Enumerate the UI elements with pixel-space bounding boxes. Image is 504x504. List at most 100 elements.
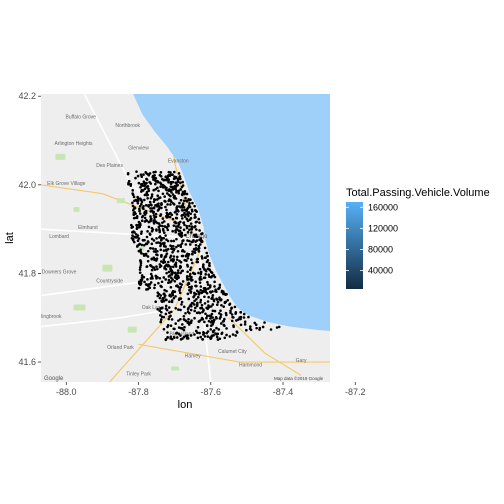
- data-point: [164, 312, 168, 316]
- data-point: [234, 334, 237, 337]
- data-point: [173, 170, 176, 174]
- data-point: [215, 326, 218, 330]
- data-point: [193, 213, 197, 216]
- data-point: [179, 243, 182, 247]
- data-point: [182, 239, 185, 242]
- data-point: [167, 317, 171, 321]
- place-label: Harvey: [185, 354, 201, 360]
- data-point: [248, 327, 252, 331]
- data-point: [198, 319, 202, 323]
- data-point: [156, 194, 160, 198]
- data-point: [148, 286, 152, 290]
- data-point: [150, 237, 154, 241]
- data-point: [228, 303, 231, 306]
- data-point: [189, 266, 193, 269]
- data-point: [216, 338, 220, 341]
- data-point: [171, 193, 175, 196]
- data-point: [212, 321, 215, 324]
- data-point: [136, 239, 140, 242]
- data-point: [158, 265, 162, 269]
- place-label: Buffalo Grove: [65, 114, 96, 120]
- data-point: [174, 276, 178, 280]
- data-point: [156, 307, 159, 311]
- data-point: [212, 333, 215, 337]
- data-point: [149, 207, 152, 210]
- data-point: [149, 277, 153, 280]
- data-point: [162, 220, 166, 223]
- data-point: [202, 330, 205, 334]
- data-point: [220, 331, 224, 335]
- data-point: [171, 250, 174, 254]
- data-point: [199, 237, 203, 240]
- data-point: [173, 175, 176, 178]
- data-point: [179, 198, 183, 202]
- data-point: [207, 295, 210, 299]
- data-point: [152, 222, 156, 225]
- data-point: [208, 285, 212, 289]
- data-point: [169, 194, 172, 198]
- data-point: [136, 174, 140, 178]
- legend-colorbar: [346, 202, 363, 289]
- data-point: [131, 201, 134, 205]
- data-point: [171, 202, 175, 205]
- data-point: [167, 275, 171, 278]
- data-point: [164, 307, 168, 310]
- data-point: [194, 247, 198, 251]
- data-point: [159, 244, 162, 248]
- data-point: [132, 195, 136, 199]
- data-point: [158, 263, 162, 266]
- y-tick-label: 41.8: [18, 268, 36, 278]
- data-point: [139, 198, 143, 201]
- data-point: [168, 215, 172, 219]
- data-point: [177, 308, 180, 311]
- data-point: [140, 219, 144, 223]
- data-point: [144, 204, 148, 207]
- data-point: [149, 215, 152, 218]
- data-point: [249, 325, 252, 328]
- data-point: [225, 327, 228, 330]
- data-point: [154, 247, 157, 251]
- data-point: [131, 189, 135, 192]
- data-point: [211, 316, 214, 319]
- scatter-points: [126, 170, 281, 342]
- data-point: [179, 271, 182, 275]
- data-point: [179, 260, 183, 264]
- data-point: [161, 217, 165, 220]
- data-point: [163, 195, 166, 198]
- data-point: [213, 275, 217, 279]
- data-point: [187, 198, 190, 201]
- data-point: [205, 251, 209, 255]
- basemap-park: [171, 366, 180, 371]
- data-point: [146, 240, 150, 243]
- google-logo: Google: [44, 376, 64, 382]
- x-tick-label: -87.6: [201, 387, 222, 397]
- data-point: [153, 268, 157, 271]
- x-axis: -88.0 -87.8 -87.6 -87.4 -87.2: [56, 382, 366, 397]
- data-point: [209, 317, 212, 320]
- data-point: [165, 252, 169, 255]
- data-point: [217, 311, 221, 315]
- data-point: [132, 216, 136, 220]
- data-point: [137, 243, 141, 247]
- data-point: [205, 316, 208, 320]
- data-point: [175, 245, 178, 249]
- data-point: [174, 216, 178, 220]
- data-point: [190, 319, 193, 322]
- data-point: [155, 237, 158, 240]
- data-point: [174, 261, 178, 264]
- data-point: [209, 305, 213, 308]
- data-point: [208, 261, 211, 265]
- data-point: [159, 185, 162, 189]
- data-point: [193, 306, 197, 310]
- data-point: [139, 282, 143, 285]
- data-point: [203, 302, 207, 305]
- plot-panel: Buffalo Grove Northbrook Arlington Heights…: [41, 94, 330, 382]
- data-point: [200, 316, 204, 320]
- data-point: [160, 236, 163, 240]
- data-point: [205, 260, 209, 264]
- data-point: [164, 278, 168, 281]
- data-point: [165, 177, 169, 181]
- data-point: [166, 260, 170, 264]
- data-point: [131, 234, 134, 237]
